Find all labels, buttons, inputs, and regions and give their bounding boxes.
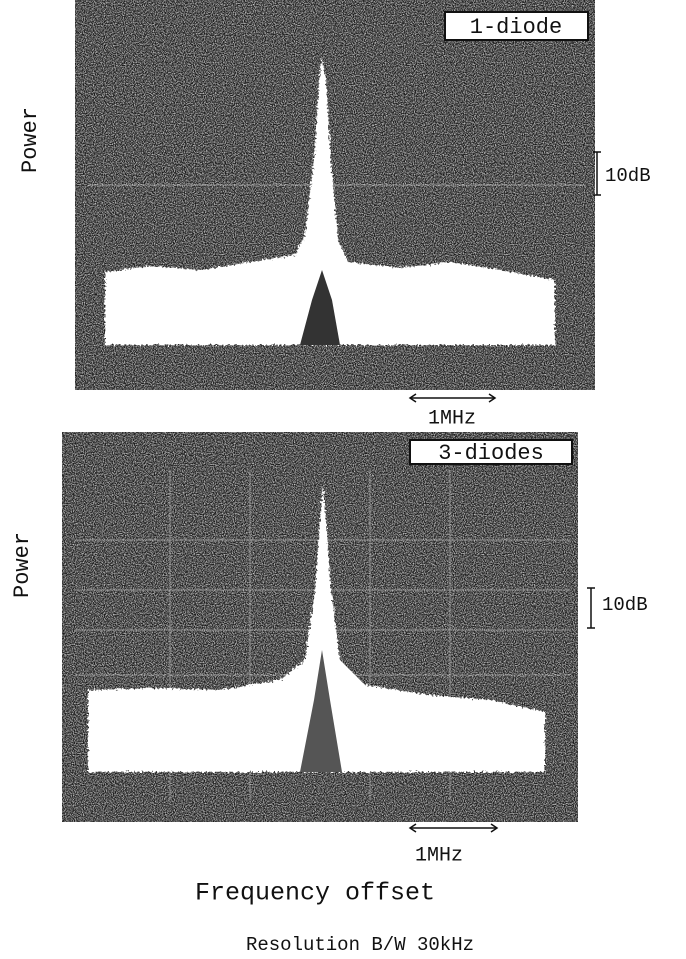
y-scale-arrow [587, 587, 595, 629]
spectrum [88, 485, 545, 772]
y-label: Power [18, 107, 43, 173]
spectrum-notch [300, 650, 342, 772]
label-box [409, 439, 573, 465]
x-scale: 1MHz [415, 844, 463, 867]
spectrum [105, 58, 555, 345]
panel-label: 3-diodes [438, 441, 544, 466]
panel-top: 1-diode Power 10dB 1MHz [18, 0, 651, 430]
y-label: Power [10, 532, 35, 598]
y-scale-arrow [593, 151, 601, 196]
x-scale-arrow [408, 393, 497, 403]
x-scale-arrow [408, 823, 499, 833]
note: Resolution B/W 30kHz [246, 934, 474, 956]
x-label: Frequency offset [195, 879, 435, 908]
panel-label: 1-diode [470, 15, 562, 40]
panel-bottom: 3-diodes Power 10dB 1MHz [10, 432, 648, 867]
y-scale: 10dB [602, 594, 648, 616]
spectrum-notch [300, 270, 340, 345]
label-box [444, 11, 589, 41]
y-scale: 10dB [605, 165, 651, 187]
x-scale: 1MHz [428, 407, 476, 430]
